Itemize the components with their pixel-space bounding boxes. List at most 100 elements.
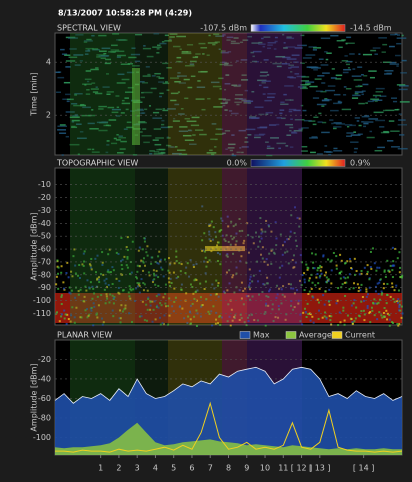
texture — [311, 315, 314, 318]
texture — [79, 131, 84, 133]
texture — [149, 299, 152, 302]
texture — [71, 119, 80, 122]
texture — [194, 129, 204, 131]
y-tick-label: 4 — [46, 58, 51, 67]
texture — [275, 123, 280, 126]
texture — [248, 286, 251, 289]
texture — [266, 145, 271, 148]
texture — [214, 146, 217, 148]
texture — [281, 63, 288, 65]
texture — [56, 259, 59, 262]
texture — [225, 74, 230, 76]
texture — [393, 289, 396, 292]
texture — [309, 319, 312, 322]
texture — [138, 246, 141, 249]
texture — [176, 56, 182, 59]
texture — [112, 315, 115, 318]
texture — [92, 48, 100, 51]
texture — [219, 63, 229, 66]
x-tick-label: 10 — [260, 464, 270, 473]
texture — [150, 87, 157, 90]
texture — [335, 78, 342, 80]
texture — [183, 317, 186, 320]
y-tick-label: -20 — [38, 355, 51, 364]
texture — [252, 242, 255, 245]
texture — [83, 272, 86, 275]
texture — [341, 39, 346, 41]
texture — [182, 134, 192, 137]
y-tick-label: -40 — [38, 374, 51, 383]
texture — [209, 149, 213, 152]
texture — [281, 244, 284, 247]
texture — [390, 33, 396, 36]
texture — [375, 91, 383, 93]
texture — [351, 323, 354, 326]
texture — [379, 126, 385, 128]
texture — [169, 284, 172, 287]
texture — [289, 126, 294, 129]
texture — [284, 251, 287, 254]
texture — [120, 140, 127, 143]
texture — [248, 278, 251, 281]
texture — [363, 122, 369, 125]
texture — [362, 299, 365, 302]
texture — [301, 323, 304, 326]
texture — [331, 122, 334, 125]
texture — [308, 279, 311, 282]
texture — [119, 317, 122, 320]
texture — [224, 83, 231, 85]
texture — [377, 292, 380, 295]
texture — [300, 128, 304, 130]
texture — [350, 134, 361, 136]
texture — [370, 98, 379, 100]
texture — [151, 256, 154, 259]
texture — [396, 42, 402, 45]
texture — [236, 151, 241, 154]
texture — [137, 249, 140, 252]
texture — [176, 60, 181, 63]
texture — [214, 138, 218, 141]
texture — [71, 306, 74, 309]
texture — [161, 268, 164, 271]
texture — [351, 97, 359, 99]
texture — [358, 124, 362, 127]
texture — [142, 128, 147, 130]
texture — [238, 129, 246, 132]
texture — [120, 236, 123, 239]
texture — [230, 220, 233, 223]
texture — [121, 102, 131, 105]
texture — [164, 258, 167, 261]
texture — [201, 304, 204, 307]
texture — [154, 283, 157, 286]
texture — [401, 59, 407, 62]
texture — [396, 257, 399, 260]
texture — [335, 74, 343, 77]
texture — [66, 261, 69, 264]
texture — [251, 42, 260, 44]
texture — [177, 91, 180, 93]
texture — [284, 318, 287, 321]
texture — [286, 63, 290, 65]
texture — [337, 287, 340, 290]
texture — [291, 259, 294, 262]
texture — [250, 313, 253, 316]
texture — [366, 293, 369, 296]
texture — [299, 320, 302, 323]
texture — [323, 315, 326, 318]
texture — [274, 40, 278, 43]
texture — [333, 122, 342, 124]
texture — [285, 46, 296, 48]
texture — [288, 108, 297, 111]
texture — [282, 33, 285, 36]
texture — [201, 239, 204, 242]
texture — [83, 295, 86, 298]
texture — [321, 99, 330, 102]
texture — [115, 277, 118, 280]
texture — [174, 296, 177, 299]
texture — [110, 49, 120, 51]
texture — [231, 319, 234, 322]
texture — [124, 307, 127, 310]
texture — [357, 84, 360, 87]
texture — [238, 289, 241, 292]
texture — [235, 60, 239, 62]
